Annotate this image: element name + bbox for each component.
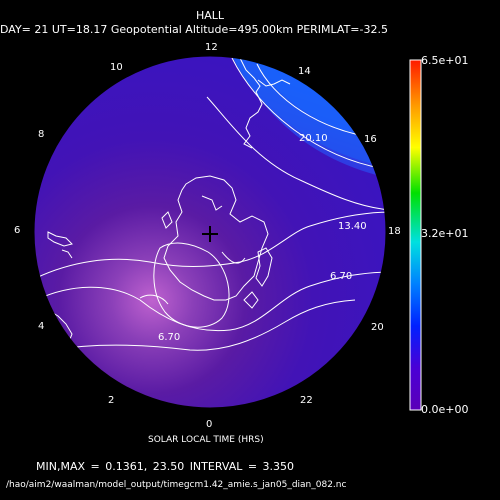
x-axis-label: SOLAR LOCAL TIME (HRS) [148, 435, 264, 445]
min-max-interval-readout: MIN,MAX = 0.1361, 23.50 INTERVAL = 3.350 [36, 460, 295, 473]
contour-label: 6.70 [330, 271, 353, 282]
hour-label-14: 14 [298, 66, 311, 77]
file-path: /hao/aim2/waalman/model_output/timegcm1.… [6, 480, 347, 490]
hour-label-8: 8 [38, 129, 45, 140]
hour-label-16: 16 [364, 134, 377, 145]
colorbar-min-label: 0.0e+00 [421, 403, 469, 416]
hour-label-20: 20 [371, 322, 384, 333]
hour-label-4: 4 [38, 321, 45, 332]
hour-label-10: 10 [110, 62, 123, 73]
colorbar-max-label: 6.5e+01 [421, 54, 469, 67]
contour-label: 13.40 [338, 221, 367, 232]
hour-label-12: 12 [205, 42, 218, 53]
page-subtitle: DAY= 21 UT=18.17 Geopotential Altitude=4… [0, 23, 388, 36]
hour-label-22: 22 [300, 395, 313, 406]
pole-marker-icon [202, 226, 218, 242]
disk-outline [33, 55, 387, 409]
colorbar-mid-label: 3.2e+01 [421, 227, 469, 240]
page-title: HALL [195, 9, 225, 22]
hour-label-0: 0 [206, 419, 213, 430]
colorbar [409, 59, 422, 411]
hour-label-6: 6 [14, 225, 21, 236]
contour-label: 20.10 [299, 133, 328, 144]
contour-label: 6.70 [158, 332, 181, 343]
hour-label-2: 2 [108, 395, 115, 406]
contour-lines [35, 57, 386, 351]
hour-label-18: 18 [388, 226, 401, 237]
